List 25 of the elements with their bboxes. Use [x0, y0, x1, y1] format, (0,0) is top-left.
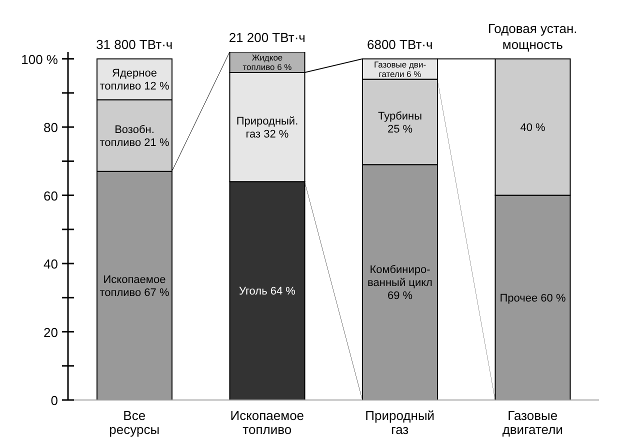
y-tick-label: 20: [44, 324, 58, 340]
data-label: Возобн. топливо 21 %: [100, 124, 170, 149]
data-label: Жидкое топливо 6 %: [242, 52, 292, 72]
data-label: Газовые дви- гатели 6 %: [374, 59, 426, 79]
data-label: Комбиниро- ванный цикл 69 %: [368, 264, 432, 302]
data-label: Ядерное топливо 12 %: [100, 68, 170, 93]
y-tick-label: 100 %: [21, 52, 58, 67]
text: 31 800 ТВт·ч: [96, 36, 173, 52]
x-tick-label: Газовые двигатели: [502, 408, 563, 437]
y-tick-label: 60: [44, 188, 58, 204]
text: 6800 ТВт·ч: [366, 36, 433, 52]
data-label: Прочее 60 %: [500, 292, 566, 304]
data-label: Природный. газ 32 %: [236, 115, 298, 140]
data-label: 40 %: [520, 122, 546, 134]
text: 21 200 ТВт·ч: [228, 30, 306, 45]
text: Годовая устан. мощность: [488, 20, 578, 52]
x-tick-label: Природный газ: [365, 408, 435, 437]
x-tick-label: Все ресурсы: [109, 408, 160, 437]
y-tick-label: 0: [50, 393, 58, 408]
y-tick-label: 80: [44, 120, 58, 136]
data-label: Турбины 25 %: [378, 110, 422, 136]
y-tick-label: 40: [44, 256, 58, 272]
x-tick-label: Ископаемое топливо: [230, 408, 304, 437]
data-label: Уголь 64 %: [239, 286, 296, 298]
data-label: Ископаемое топливо 67 %: [100, 274, 170, 300]
